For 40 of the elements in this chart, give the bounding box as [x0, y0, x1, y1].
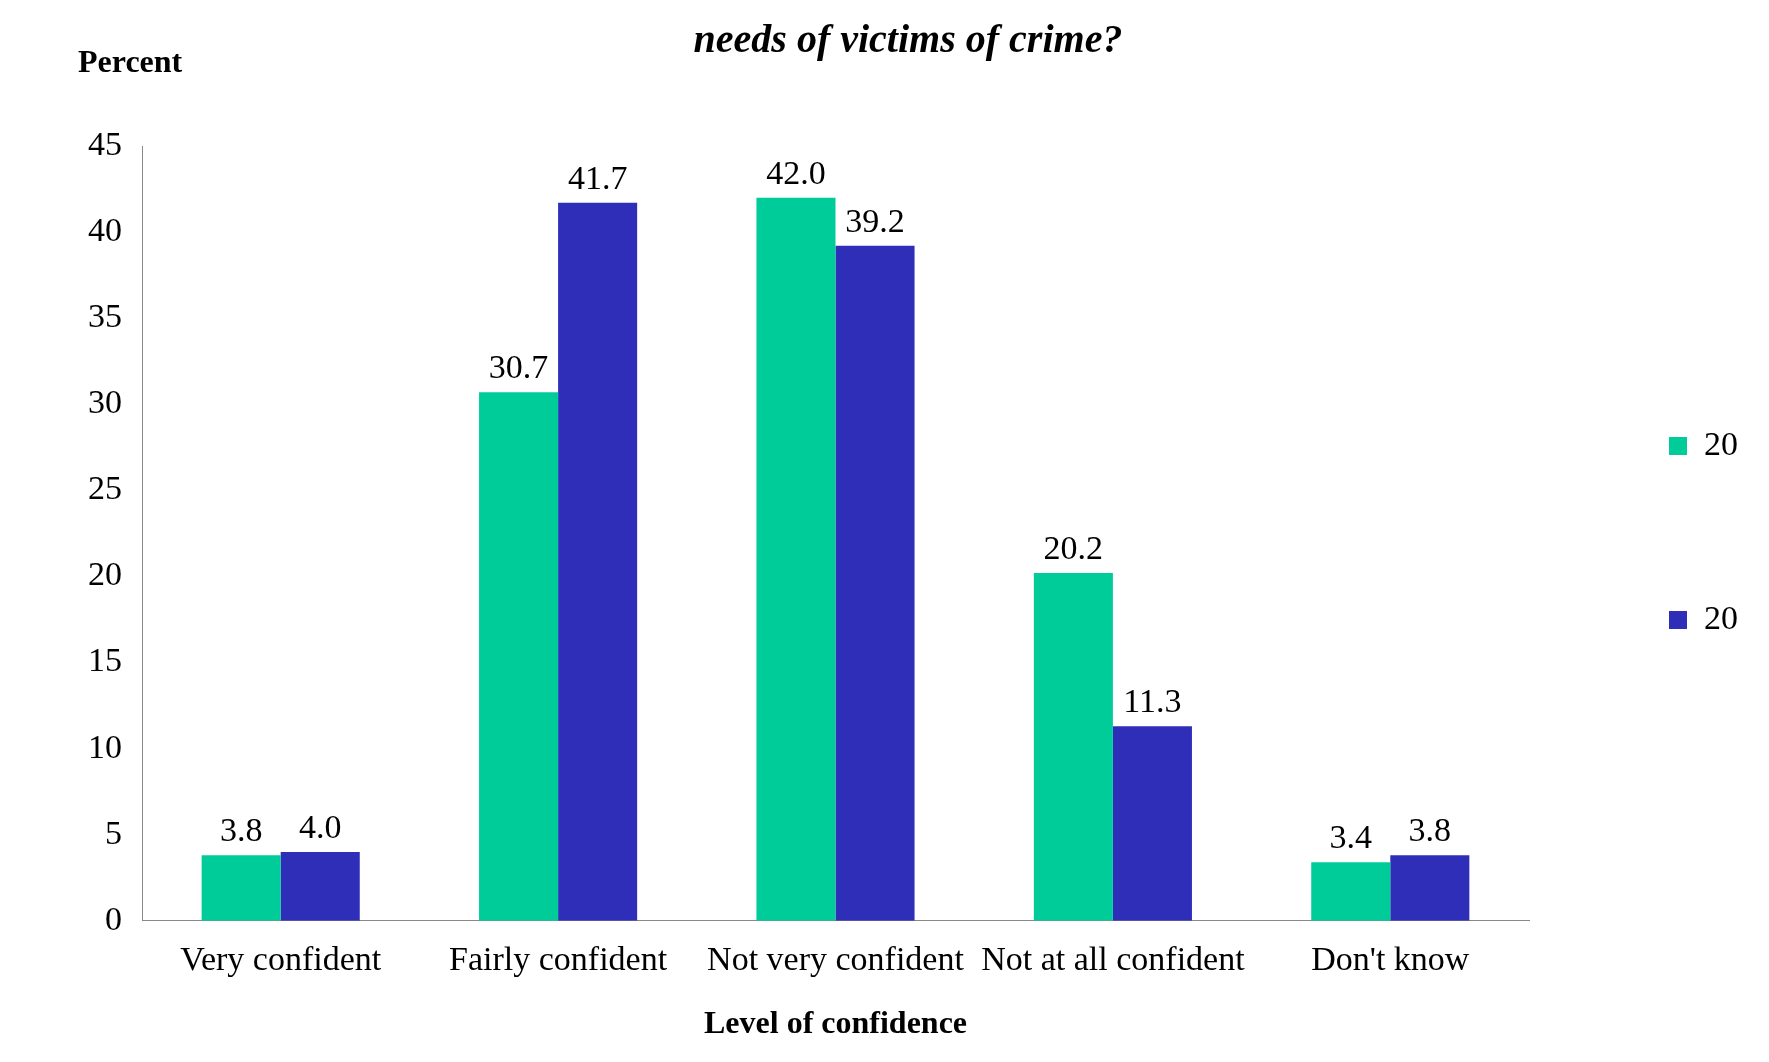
data-label: 4.0	[298, 807, 342, 845]
y-tick-label: 20	[88, 555, 122, 593]
data-label: 3.8	[1408, 811, 1452, 849]
x-tick-label: Not at all confident	[981, 940, 1246, 978]
data-label: 42.0	[766, 153, 826, 191]
y-tick-label: 10	[88, 727, 122, 765]
y-tick-label: 0	[105, 899, 122, 937]
bar	[1033, 573, 1113, 921]
y-tick-label: 25	[88, 469, 122, 507]
bar	[479, 392, 559, 921]
data-label: 11.3	[1123, 682, 1182, 720]
bar	[1390, 855, 1470, 921]
data-label: 39.2	[845, 201, 905, 239]
data-label: 20.2	[1043, 528, 1104, 566]
bar	[1112, 726, 1192, 921]
x-tick-label: Fairly confident	[449, 940, 668, 978]
x-axis-title: Level of confidence	[703, 1004, 968, 1041]
data-label: 41.7	[567, 158, 628, 196]
y-tick-label: 5	[105, 813, 122, 851]
y-tick-label: 30	[88, 383, 122, 421]
x-tick-label: Don't know	[1311, 940, 1470, 978]
y-tick-label: 35	[88, 297, 122, 335]
y-tick-label: 15	[88, 641, 122, 679]
data-label: 3.4	[1329, 818, 1373, 856]
bar	[835, 245, 915, 921]
data-label: 3.8	[219, 811, 263, 849]
bar	[558, 202, 638, 921]
y-axis-title: Percent	[78, 43, 183, 80]
y-tick-label: 40	[88, 211, 122, 249]
data-label: 30.7	[488, 348, 549, 386]
bar	[201, 855, 281, 921]
bar	[1311, 862, 1391, 921]
bar	[756, 197, 836, 921]
legend-label: 20	[1704, 598, 1738, 636]
legend-label: 20	[1704, 424, 1738, 462]
bar	[280, 851, 360, 921]
x-tick-label: Very confident	[180, 940, 382, 978]
x-tick-label: Not very confident	[707, 940, 965, 978]
y-tick-label: 45	[88, 124, 122, 162]
chart-title: needs of victims of crime?	[693, 16, 1123, 62]
